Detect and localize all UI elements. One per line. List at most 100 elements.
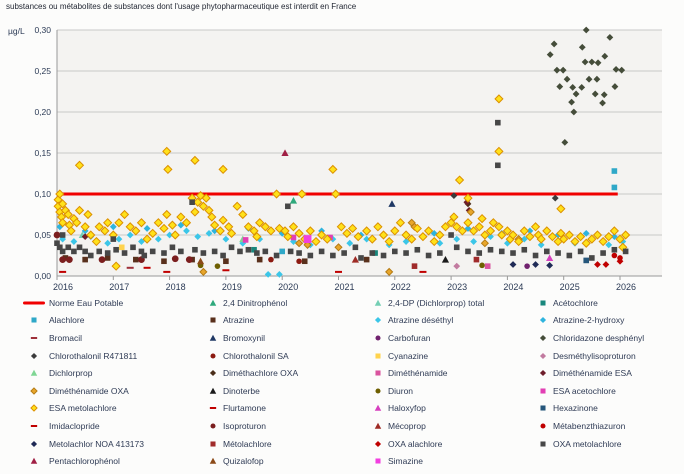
data-point-esa-metolachlore xyxy=(463,218,473,228)
legend-marker-metolachlor-noa-413173 xyxy=(30,440,38,447)
legend-marker-dinoterbe-icon xyxy=(209,387,216,394)
data-point-chloridazone-desph-nyl xyxy=(588,58,596,66)
data-point-atrazine-d-s-thyl xyxy=(346,239,354,247)
data-point-esa-metolachlore xyxy=(83,209,93,220)
legend-item-carbofuran: Carbofuran xyxy=(370,333,535,343)
legend-marker-box xyxy=(370,333,385,343)
legend-marker-pentachloroph-nol-icon xyxy=(30,457,38,464)
x-tick-label: 2025 xyxy=(560,282,580,292)
legend-label: Hexazinone xyxy=(553,403,598,414)
data-point-isoproturon xyxy=(66,256,73,263)
x-tick-label: 2024 xyxy=(503,282,523,292)
data-point-dim-th-namide-oxa xyxy=(385,267,394,277)
legend-marker-box xyxy=(535,333,550,343)
legend-marker-oxa-alachlore xyxy=(374,440,381,447)
data-point-oxa-metolachlore xyxy=(138,248,145,255)
legend-item-bromacil: Bromacil xyxy=(22,333,205,343)
legend-label: Chlorothalonil R471811 xyxy=(49,350,138,361)
legend-label: OXA alachlore xyxy=(388,438,443,449)
legend-marker-atrazine-icon xyxy=(209,317,216,323)
data-point-atrazine-d-s-thyl xyxy=(402,238,410,245)
data-point-bromacil xyxy=(126,266,134,269)
data-point-atrazine-d-s-thyl xyxy=(537,241,545,249)
data-point-esa-metolachlore xyxy=(342,228,352,238)
data-point-oxa-metolachlore xyxy=(121,250,128,256)
legend-marker-atrazine-d-s-thyl xyxy=(374,317,381,324)
data-point-esa-metolachlore xyxy=(508,230,518,240)
data-point-esa-metolachlore xyxy=(305,226,315,236)
legend-marker-pentachloroph-nol xyxy=(30,457,38,464)
legend-marker-bromacil xyxy=(30,336,38,339)
legend-item-m-coprop: Mécoprop xyxy=(370,421,535,431)
legend-label: Desméthylisoproturon xyxy=(553,350,636,361)
legend-marker-atrazine-2-hydroxy-icon xyxy=(539,317,546,324)
data-point-oxa-metolachlore xyxy=(228,244,235,251)
y-tick-label: 0,25 xyxy=(34,66,51,76)
legend-label: ESA metolachlore xyxy=(49,403,117,414)
data-point-oxa-metolachlore xyxy=(59,232,66,238)
data-point-esa-metolachlore xyxy=(119,209,130,220)
data-point-esa-metolachlore xyxy=(570,236,580,247)
data-point-esa-metolachlore xyxy=(66,226,76,236)
data-point-oxa-metolachlore xyxy=(465,248,471,255)
data-point-atrazine-d-s-thyl xyxy=(166,231,173,239)
data-point-atrazine-2-hydroxy xyxy=(610,233,618,241)
data-point-atrazine-d-s-thyl xyxy=(256,235,264,243)
data-point-esa-metolachlore xyxy=(519,226,529,236)
y-tick-label: 0,00 xyxy=(34,271,51,281)
x-tick-label: 2026 xyxy=(616,282,636,292)
data-point-oxa-metolachlore xyxy=(622,248,629,255)
data-point-oxa-metolachlore xyxy=(495,162,501,169)
data-point-chloridazone-desph-nyl xyxy=(556,83,564,90)
legend-marker-quizalofop xyxy=(209,457,216,464)
data-point-esa-metolachlore xyxy=(283,232,293,242)
legend-marker-box xyxy=(535,351,550,361)
data-point-oxa-metolachlore xyxy=(113,246,119,253)
data-point-metolachlor-noa-413173 xyxy=(532,261,539,268)
y-tick-label: 0,10 xyxy=(34,189,51,199)
legend-marker-chloridazone-desph-nyl-icon xyxy=(539,334,546,342)
data-point-esa-metolachlore xyxy=(373,222,383,232)
legend-marker-box xyxy=(370,298,385,308)
data-point-chloridazone-desph-nyl xyxy=(568,98,575,106)
data-point-atrazine-d-s-thyl xyxy=(104,239,112,247)
legend-item-hexazinone: Hexazinone xyxy=(535,403,684,413)
legend-marker-box xyxy=(205,315,220,325)
data-point-atrazine-d-s-thyl xyxy=(194,233,202,241)
data-point-esa-metolachlore xyxy=(55,189,65,199)
data-point-dinoterbe xyxy=(441,256,450,263)
data-point-chloridazone-desph-nyl xyxy=(600,91,608,99)
legend-marker-dim-th-namide-icon xyxy=(374,370,381,376)
data-point-esa-metolachlore xyxy=(423,226,434,236)
scatter-plot-area: 0,00 0,05 0,10 0,15 0,20 0,25 0,30 µg/L 2016 2017… xyxy=(0,14,684,292)
data-point-esa-metolachlore xyxy=(429,236,439,247)
legend-item-dim-thachlore-oxa: Diméthachlore OXA xyxy=(205,368,370,378)
data-point-isoproturon xyxy=(59,256,66,263)
data-point-chloridazone-desph-nyl xyxy=(578,84,586,91)
data-point-chloridazone-desph-nyl xyxy=(578,43,586,51)
legend-marker-cyanazine-icon xyxy=(374,353,381,359)
data-point-esa-metolachlore xyxy=(243,222,254,232)
legend-marker-alachlore xyxy=(31,317,37,323)
data-point-esa-metolachlore xyxy=(592,230,603,240)
legend-label: Bromacil xyxy=(49,332,83,343)
data-point-esa-metolachlore xyxy=(581,238,591,248)
data-point-dim-th-namide-oxa xyxy=(466,207,475,217)
data-point-hexazinone xyxy=(583,257,590,264)
legend-marker-bromacil-icon xyxy=(30,336,38,339)
data-point-esa-metolachlore xyxy=(440,222,451,232)
data-point-oxa-metolachlore xyxy=(577,248,584,255)
data-point-esa-metolachlore xyxy=(564,230,574,240)
legend-item-ac-tochlore: Acétochlore xyxy=(535,298,684,308)
data-point-atrazine-d-s-thyl xyxy=(605,241,613,249)
legend-marker-box xyxy=(370,315,385,325)
data-point-oxa-metolachlore xyxy=(211,248,218,255)
y-tick-label: 0,20 xyxy=(34,107,51,117)
legend-marker-norme-eau-potable xyxy=(23,301,45,305)
data-point-chloridazone-desph-nyl xyxy=(594,59,602,67)
data-point-chlorothalonil-r471811 xyxy=(551,194,559,202)
legend-label: ESA acetochlore xyxy=(553,385,616,396)
data-point-esa-metolachlore xyxy=(435,230,445,240)
legend-marker-box xyxy=(535,315,550,325)
data-point-esa-metolachlore xyxy=(125,222,135,232)
